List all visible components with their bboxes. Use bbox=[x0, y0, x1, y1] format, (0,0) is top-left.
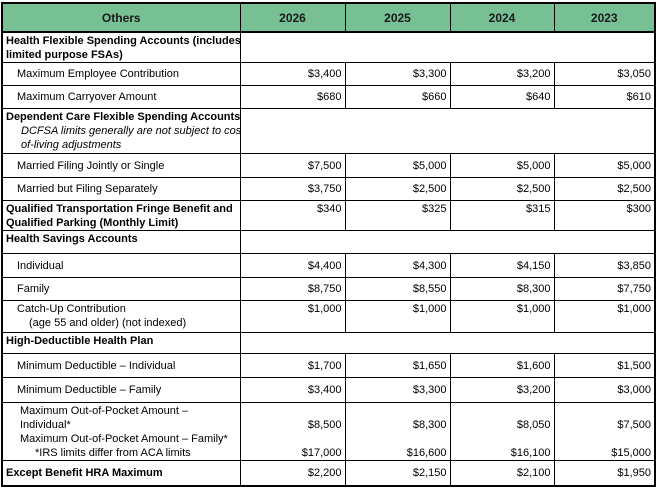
empty-values-cell bbox=[239, 332, 656, 354]
value-cell-2023: $2,500 bbox=[553, 177, 656, 201]
value-cell-2025: $1,650 bbox=[344, 353, 451, 378]
row-label: Minimum Deductible – Individual bbox=[1, 353, 241, 378]
value-cell-2024: $5,000 bbox=[449, 153, 555, 178]
value-cell-2023: $1,950 bbox=[553, 460, 656, 486]
row-label: Maximum Employee Contribution bbox=[1, 62, 241, 86]
section-row-transportation-benefit: Qualified Transportation Fringe Benefit … bbox=[1, 200, 656, 231]
value-cell-2026: $3,750 bbox=[239, 177, 346, 201]
section-label: Dependent Care Flexible Spending Account… bbox=[1, 108, 241, 154]
value-cell-2026: $8,750 bbox=[239, 277, 346, 301]
section-row-excepted-benefit-hra: Except Benefit HRA Maximum $2,200 $2,150… bbox=[1, 460, 656, 486]
value-cell-2026: $1,700 bbox=[239, 353, 346, 378]
value-cell-2025: $1,000 bbox=[344, 300, 451, 333]
value-cell-2025: $4,300 bbox=[344, 253, 451, 278]
value-cell-2024: $2,100 bbox=[449, 460, 555, 486]
value-cell-2023: $3,050 bbox=[553, 62, 656, 86]
row-label: Family bbox=[1, 277, 241, 301]
section-label: Except Benefit HRA Maximum bbox=[1, 460, 241, 486]
value-cell-2025: $325 bbox=[344, 200, 451, 231]
value-cell-2024: $1,000 bbox=[449, 300, 555, 333]
section-row-health-fsa: Health Flexible Spending Accounts (inclu… bbox=[1, 31, 656, 63]
data-row-min-deductible-individual: Minimum Deductible – Individual $1,700 $… bbox=[1, 353, 656, 378]
row-label: Minimum Deductible – Family bbox=[1, 377, 241, 403]
row-label: Catch-Up Contribution (age 55 and older)… bbox=[1, 300, 241, 333]
value-cell-2024: $3,200 bbox=[449, 62, 555, 86]
value-cell-2024: $2,500 bbox=[449, 177, 555, 201]
value-cell-2023: $3,850 bbox=[553, 253, 656, 278]
data-row-max-carryover: Maximum Carryover Amount $680 $660 $640 … bbox=[1, 85, 656, 109]
data-row-married-jointly: Married Filing Jointly or Single $7,500 … bbox=[1, 153, 656, 178]
empty-values-cell bbox=[239, 108, 656, 154]
others-column-header: Others bbox=[1, 2, 241, 33]
value-cell-2026: $680 bbox=[239, 85, 346, 109]
value-cell-2025: $2,500 bbox=[344, 177, 451, 201]
value-cell-2026: $8,500 $17,000 bbox=[239, 402, 346, 461]
section-label: Qualified Transportation Fringe Benefit … bbox=[1, 200, 241, 231]
data-row-max-out-of-pocket: Maximum Out-of-Pocket Amount – Individua… bbox=[1, 402, 656, 461]
value-cell-2024: $4,150 bbox=[449, 253, 555, 278]
empty-values-cell bbox=[239, 31, 656, 63]
section-row-hdhp: High-Deductible Health Plan bbox=[1, 332, 656, 354]
value-cell-2023: $7,750 bbox=[553, 277, 656, 301]
data-row-min-deductible-family: Minimum Deductible – Family $3,400 $3,30… bbox=[1, 377, 656, 403]
year-column-header-2025: 2025 bbox=[344, 2, 451, 33]
value-cell-2025: $3,300 bbox=[344, 377, 451, 403]
value-cell-2025: $3,300 bbox=[344, 62, 451, 86]
value-cell-2024: $1,600 bbox=[449, 353, 555, 378]
section-label: High-Deductible Health Plan bbox=[1, 332, 241, 354]
value-cell-2023: $7,500 $15,000 bbox=[553, 402, 656, 461]
table-header-row: Others 2026 2025 2024 2023 bbox=[1, 2, 656, 33]
row-label: Married but Filing Separately bbox=[1, 177, 241, 201]
value-cell-2023: $1,500 bbox=[553, 353, 656, 378]
value-cell-2025: $8,550 bbox=[344, 277, 451, 301]
row-label: Married Filing Jointly or Single bbox=[1, 153, 241, 178]
section-row-hsa: Health Savings Accounts bbox=[1, 230, 656, 254]
value-cell-2023: $610 bbox=[553, 85, 656, 109]
value-cell-2025: $5,000 bbox=[344, 153, 451, 178]
value-cell-2026: $3,400 bbox=[239, 377, 346, 403]
row-label: Maximum Out-of-Pocket Amount – Individua… bbox=[1, 402, 241, 461]
data-row-hsa-family: Family $8,750 $8,550 $8,300 $7,750 bbox=[1, 277, 656, 301]
year-column-header-2024: 2024 bbox=[449, 2, 555, 33]
year-column-header-2023: 2023 bbox=[553, 2, 656, 33]
empty-values-cell bbox=[239, 230, 656, 254]
value-cell-2023: $300 bbox=[553, 200, 656, 231]
data-row-hsa-individual: Individual $4,400 $4,300 $4,150 $3,850 bbox=[1, 253, 656, 278]
value-cell-2025: $8,300 $16,600 bbox=[344, 402, 451, 461]
value-cell-2025: $2,150 bbox=[344, 460, 451, 486]
value-cell-2026: $1,000 bbox=[239, 300, 346, 333]
value-cell-2024: $8,050 $16,100 bbox=[449, 402, 555, 461]
value-cell-2025: $660 bbox=[344, 85, 451, 109]
value-cell-2026: $3,400 bbox=[239, 62, 346, 86]
value-cell-2026: $340 bbox=[239, 200, 346, 231]
year-column-header-2026: 2026 bbox=[239, 2, 346, 33]
section-label: Health Flexible Spending Accounts (inclu… bbox=[1, 31, 241, 63]
value-cell-2024: $8,300 bbox=[449, 277, 555, 301]
value-cell-2023: $3,000 bbox=[553, 377, 656, 403]
row-label: Maximum Carryover Amount bbox=[1, 85, 241, 109]
value-cell-2026: $7,500 bbox=[239, 153, 346, 178]
value-cell-2026: $4,400 bbox=[239, 253, 346, 278]
value-cell-2024: $315 bbox=[449, 200, 555, 231]
data-row-max-employee-contribution: Maximum Employee Contribution $3,400 $3,… bbox=[1, 62, 656, 86]
data-row-married-separately: Married but Filing Separately $3,750 $2,… bbox=[1, 177, 656, 201]
value-cell-2026: $2,200 bbox=[239, 460, 346, 486]
row-label: Individual bbox=[1, 253, 241, 278]
value-cell-2023: $1,000 bbox=[553, 300, 656, 333]
data-row-catch-up: Catch-Up Contribution (age 55 and older)… bbox=[1, 300, 656, 333]
value-cell-2024: $3,200 bbox=[449, 377, 555, 403]
section-row-dependent-care-fsa: Dependent Care Flexible Spending Account… bbox=[1, 108, 656, 154]
section-label: Health Savings Accounts bbox=[1, 230, 241, 254]
value-cell-2023: $5,000 bbox=[553, 153, 656, 178]
value-cell-2024: $640 bbox=[449, 85, 555, 109]
